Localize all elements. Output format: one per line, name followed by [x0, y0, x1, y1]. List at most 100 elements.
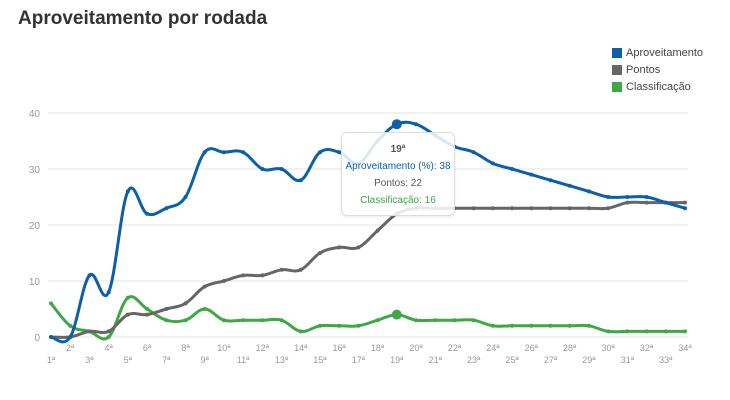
data-point[interactable] — [202, 150, 207, 155]
data-point[interactable] — [49, 335, 53, 339]
data-point[interactable] — [317, 323, 322, 328]
data-point[interactable] — [586, 323, 591, 328]
data-point[interactable] — [683, 329, 687, 334]
series-line-classificação[interactable] — [49, 295, 685, 341]
data-point[interactable] — [164, 206, 169, 211]
data-point[interactable] — [510, 323, 515, 328]
data-point[interactable] — [87, 273, 92, 278]
data-point[interactable] — [337, 323, 342, 328]
data-point[interactable] — [548, 178, 553, 183]
data-point[interactable] — [625, 195, 630, 199]
data-point[interactable] — [606, 329, 611, 334]
data-point[interactable] — [279, 267, 284, 272]
data-point[interactable] — [106, 335, 111, 339]
data-point[interactable] — [260, 273, 265, 278]
data-point[interactable] — [567, 183, 572, 188]
data-point[interactable] — [125, 189, 130, 194]
data-point[interactable] — [337, 150, 342, 155]
data-point[interactable] — [529, 323, 534, 328]
data-point[interactable] — [452, 318, 457, 323]
data-point[interactable] — [221, 279, 226, 283]
data-point[interactable] — [356, 245, 361, 250]
data-point[interactable] — [260, 318, 265, 323]
data-point[interactable] — [644, 329, 649, 334]
data-point[interactable] — [567, 323, 572, 328]
data-point[interactable] — [164, 318, 169, 323]
data-point[interactable] — [145, 211, 150, 216]
data-point[interactable] — [567, 206, 572, 211]
data-point[interactable] — [183, 318, 188, 323]
data-point[interactable] — [125, 295, 130, 300]
data-point[interactable] — [87, 329, 92, 334]
data-point[interactable] — [317, 251, 322, 255]
data-point[interactable] — [106, 329, 111, 334]
data-point[interactable] — [183, 301, 188, 306]
data-point[interactable] — [625, 200, 630, 205]
x-tick-label: 3ª — [85, 355, 94, 365]
legend-item-classificacao[interactable]: Classificação — [612, 78, 703, 95]
data-point[interactable] — [683, 200, 687, 205]
data-point[interactable] — [375, 228, 380, 233]
data-point[interactable] — [663, 329, 668, 334]
data-point[interactable] — [433, 318, 438, 323]
data-point[interactable] — [125, 312, 130, 317]
data-point[interactable] — [279, 318, 284, 323]
data-point[interactable] — [414, 318, 419, 323]
data-point[interactable] — [68, 335, 73, 339]
data-point[interactable] — [202, 284, 207, 289]
data-point[interactable] — [644, 195, 649, 199]
data-point[interactable] — [586, 206, 591, 211]
data-point[interactable] — [221, 318, 226, 323]
data-point[interactable] — [471, 150, 476, 155]
data-point[interactable] — [644, 200, 649, 205]
data-point[interactable] — [490, 323, 495, 328]
data-point[interactable] — [241, 150, 246, 155]
data-point[interactable] — [490, 161, 495, 166]
series-line-pontos[interactable] — [50, 200, 685, 339]
x-tick-label: 17ª — [352, 355, 366, 365]
data-point[interactable] — [548, 206, 553, 211]
data-point[interactable] — [279, 167, 284, 171]
data-point[interactable] — [663, 200, 668, 205]
data-point[interactable] — [391, 119, 402, 130]
data-point[interactable] — [49, 301, 53, 306]
data-point[interactable] — [471, 318, 476, 323]
data-point[interactable] — [145, 312, 150, 317]
data-point[interactable] — [145, 307, 150, 311]
data-point[interactable] — [510, 167, 515, 171]
data-point[interactable] — [106, 290, 111, 295]
data-point[interactable] — [317, 150, 322, 155]
data-point[interactable] — [529, 172, 534, 177]
data-point[interactable] — [298, 267, 303, 272]
data-point[interactable] — [471, 206, 476, 211]
data-point[interactable] — [548, 323, 553, 328]
legend-item-pontos[interactable]: Pontos — [612, 61, 703, 78]
data-point[interactable] — [68, 323, 73, 328]
data-point[interactable] — [221, 150, 226, 155]
data-point[interactable] — [337, 245, 342, 250]
data-point[interactable] — [391, 309, 402, 320]
data-point[interactable] — [683, 206, 687, 211]
data-point[interactable] — [356, 323, 361, 328]
data-point[interactable] — [241, 273, 246, 278]
data-point[interactable] — [164, 307, 169, 311]
data-point[interactable] — [414, 122, 419, 127]
data-point[interactable] — [260, 167, 265, 171]
data-point[interactable] — [606, 195, 611, 199]
data-point[interactable] — [625, 329, 630, 334]
data-point[interactable] — [298, 178, 303, 183]
x-tick-label: 15ª — [313, 355, 327, 365]
data-point[interactable] — [375, 318, 380, 323]
data-point[interactable] — [606, 206, 611, 211]
data-point[interactable] — [202, 307, 207, 311]
legend-item-aproveitamento[interactable]: Aproveitamento — [612, 44, 703, 61]
chart-title: Aproveitamento por rodada — [18, 8, 268, 29]
data-point[interactable] — [183, 195, 188, 199]
data-point[interactable] — [298, 329, 303, 334]
data-point[interactable] — [241, 318, 246, 323]
data-point[interactable] — [510, 206, 515, 211]
data-point[interactable] — [586, 189, 591, 194]
data-point[interactable] — [490, 206, 495, 211]
data-point[interactable] — [529, 206, 534, 211]
